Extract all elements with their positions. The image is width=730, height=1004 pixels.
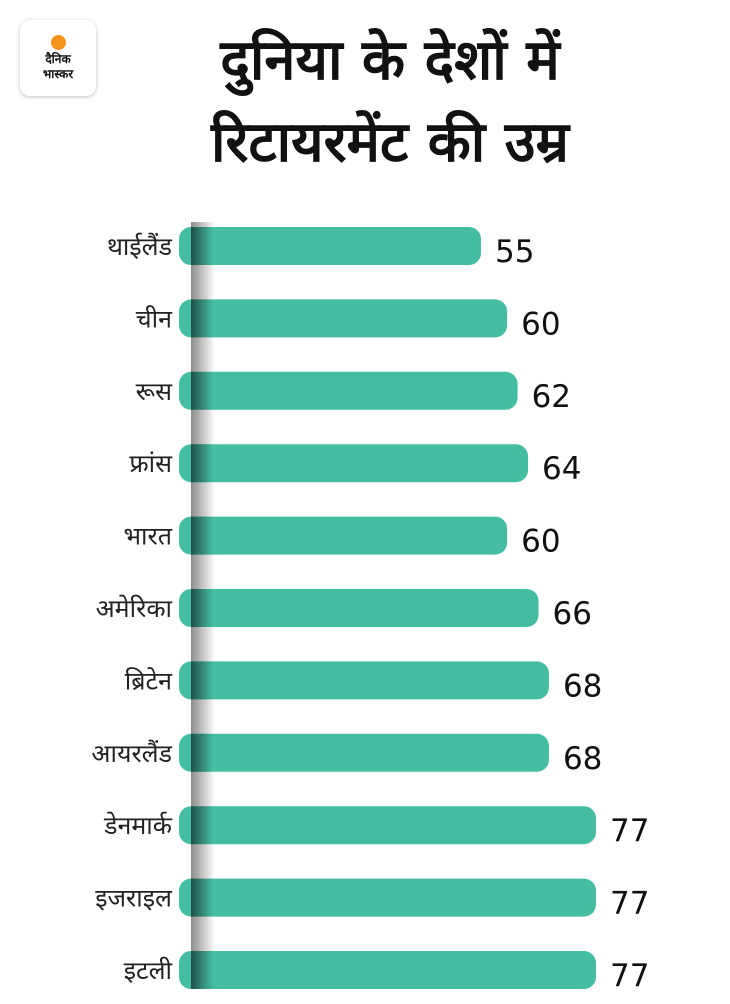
bar-base-shade xyxy=(191,661,213,700)
value-label: 62 xyxy=(532,379,571,415)
category-label: ब्रिटेन xyxy=(125,666,173,695)
value-label: 77 xyxy=(610,958,649,994)
bar-base-shade xyxy=(191,371,213,410)
category-label: चीन xyxy=(136,304,173,333)
bar xyxy=(179,444,529,483)
bar-base-shade xyxy=(191,516,213,555)
value-label: 55 xyxy=(495,234,534,270)
bar xyxy=(179,299,508,338)
value-label: 68 xyxy=(563,668,602,704)
bar xyxy=(179,878,596,917)
bar xyxy=(179,371,518,410)
bar-base-shade xyxy=(191,589,213,627)
bar-base-shade xyxy=(191,878,213,917)
category-label: फ्रांस xyxy=(129,449,173,478)
category-label: रूस xyxy=(136,377,173,406)
value-label: 77 xyxy=(610,886,649,922)
value-label: 60 xyxy=(521,524,560,560)
value-label: 66 xyxy=(553,596,592,632)
category-label: अमेरिका xyxy=(96,594,173,623)
chart-title-line2: रिटायरमेंट की उम्र xyxy=(211,110,569,175)
bar xyxy=(179,516,508,555)
value-label: 77 xyxy=(610,813,649,849)
bar xyxy=(179,227,481,265)
category-label: इजराइल xyxy=(95,884,173,913)
bar-base-shade xyxy=(191,733,213,772)
bar-base-shade xyxy=(191,299,213,338)
sun-icon xyxy=(50,34,66,50)
category-label: आयरलैंड xyxy=(91,739,172,768)
bar-base-shade xyxy=(191,444,213,483)
chart-title: दुनिया के देशों में रिटायरमेंट की उम्र xyxy=(100,20,680,184)
bar xyxy=(179,951,596,989)
category-label: इटली xyxy=(124,956,173,985)
bar-base-shade xyxy=(191,806,213,845)
brand-name-line1: दैनिक xyxy=(45,51,71,66)
value-label: 64 xyxy=(542,451,581,487)
value-label: 68 xyxy=(563,741,602,777)
bar xyxy=(179,733,549,772)
brand-logo: दैनिक भास्कर xyxy=(20,20,96,96)
chart-title-line1: दुनिया के देशों में xyxy=(220,28,560,93)
value-label: 60 xyxy=(521,306,560,342)
bar xyxy=(179,661,549,700)
category-label: थाईलैंड xyxy=(107,232,173,261)
category-label: भारत xyxy=(123,522,172,551)
brand-name-line2: भास्कर xyxy=(42,66,74,81)
bar xyxy=(179,589,539,627)
bar xyxy=(179,806,596,845)
bar-base-shade xyxy=(191,951,213,989)
bar-base-shade xyxy=(191,227,213,265)
category-label: डेनमार्क xyxy=(103,811,173,840)
